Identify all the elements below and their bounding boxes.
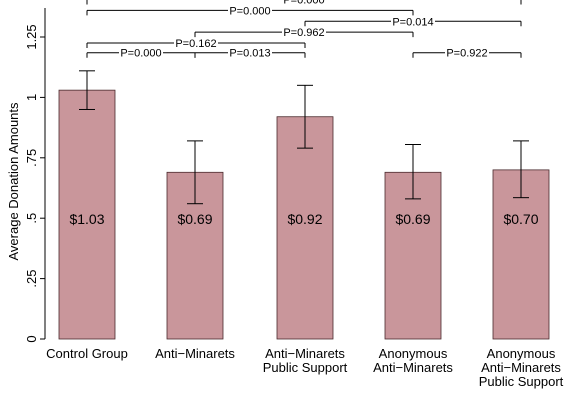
comparison-p-value: P=0.922 [446,48,487,60]
comparison-p-value: P=0.962 [283,27,324,39]
x-tick-label: Anti−Minarets [265,346,345,361]
x-tick-label: Control Group [46,346,128,361]
comparison-p-value: P=0.162 [175,38,216,50]
comparison-p-value: P=0.013 [229,48,270,60]
comparison-p-value: P=0.000 [229,5,270,17]
x-tick-label: Public Support [479,374,564,389]
comparison-p-value: P=0.014 [392,16,433,28]
y-tick-label: 1 [24,94,39,101]
x-tick-label: Anti−Minarets [373,360,453,375]
x-tick-label: Anonymous [487,346,556,361]
x-tick-label: Anti−Minarets [481,360,561,375]
y-tick-label: .75 [24,149,39,167]
bar-value-label: $1.03 [69,211,104,227]
bar [276,116,334,340]
bar-value-label: $0.69 [395,211,430,227]
x-tick-label: Public Support [263,360,348,375]
bar [384,171,442,340]
x-tick-label: Anti−Minarets [155,346,235,361]
plot-area: 0 .25 .5 .75 1 1.25 Average Donation Amounts $1… [6,0,564,389]
bar-value-label: $0.70 [503,211,538,227]
y-tick-label: 1.25 [24,24,39,49]
comparison-p-value: P=0.000 [120,48,161,60]
comparison-p-value: P=0.000 [283,0,324,7]
y-axis-title: Average Donation Amounts [6,102,21,261]
y-tick-label: .25 [24,270,39,288]
y-tick-label: .5 [24,213,39,224]
x-tick-label: Anonymous [379,346,448,361]
bar [58,89,116,340]
y-tick-label: 0 [24,335,39,342]
bar-value-label: $0.69 [177,211,212,227]
bar-value-label: $0.92 [287,211,322,227]
